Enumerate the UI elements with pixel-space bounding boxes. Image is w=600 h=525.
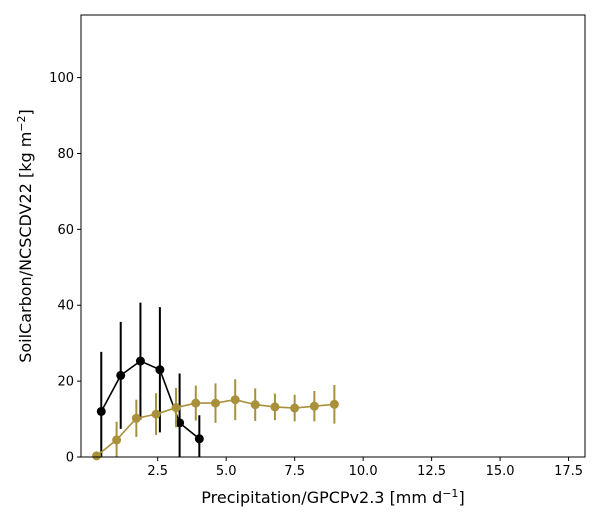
data-point — [194, 434, 204, 444]
y-axis-label-superscript: −2 — [15, 115, 28, 131]
data-point — [96, 406, 106, 416]
data-point — [191, 398, 201, 408]
x-tick-label: 15.0 — [486, 464, 515, 479]
data-point — [230, 395, 240, 405]
x-tick-label: 10.0 — [349, 464, 378, 479]
data-point — [309, 401, 319, 411]
data-point — [210, 398, 220, 408]
y-axis-label-main: SoilCarbon/NCSCDV22 [kg m — [16, 132, 35, 363]
data-series-2 — [92, 379, 339, 461]
x-tick-label: 5.0 — [216, 464, 237, 479]
x-axis-label: Precipitation/GPCPv2.3 [mm d−1] — [201, 487, 464, 507]
tick-layer: 2.5 5.0 7.5 10.0 12.5 15.0 17.5 0 20 40 60 80 100 — [49, 71, 583, 479]
data-point — [92, 451, 102, 461]
y-tick-label: 80 — [57, 147, 74, 162]
x-axis-label-superscript: −1 — [442, 487, 458, 500]
data-point — [250, 400, 260, 410]
data-layer — [92, 302, 339, 461]
y-tick-label: 60 — [57, 223, 74, 238]
data-point — [131, 413, 141, 423]
x-axis-label-end: ] — [458, 488, 464, 507]
x-axis-label-main: Precipitation/GPCPv2.3 [mm d — [201, 488, 442, 507]
data-point — [116, 370, 126, 380]
data-series-1 — [96, 302, 204, 457]
data-point — [155, 365, 165, 375]
y-tick-label: 0 — [66, 451, 74, 466]
data-point — [175, 418, 185, 428]
y-axis-label-end: ] — [16, 109, 35, 115]
y-tick-label: 40 — [57, 299, 74, 314]
data-point — [290, 403, 300, 413]
x-tick-label: 12.5 — [417, 464, 446, 479]
data-point — [270, 402, 280, 412]
y-tick-label: 20 — [57, 375, 74, 390]
data-point — [171, 403, 181, 413]
x-tick-label: 2.5 — [147, 464, 168, 479]
data-point — [112, 435, 122, 445]
x-tick-label: 7.5 — [284, 464, 305, 479]
data-point — [151, 409, 161, 419]
plot-frame — [80, 14, 586, 458]
data-point — [329, 399, 339, 409]
y-tick-label: 100 — [49, 71, 74, 86]
x-tick-label: 17.5 — [554, 464, 583, 479]
data-point — [135, 356, 145, 366]
y-axis-label: SoilCarbon/NCSCDV22 [kg m−2] — [15, 109, 35, 363]
